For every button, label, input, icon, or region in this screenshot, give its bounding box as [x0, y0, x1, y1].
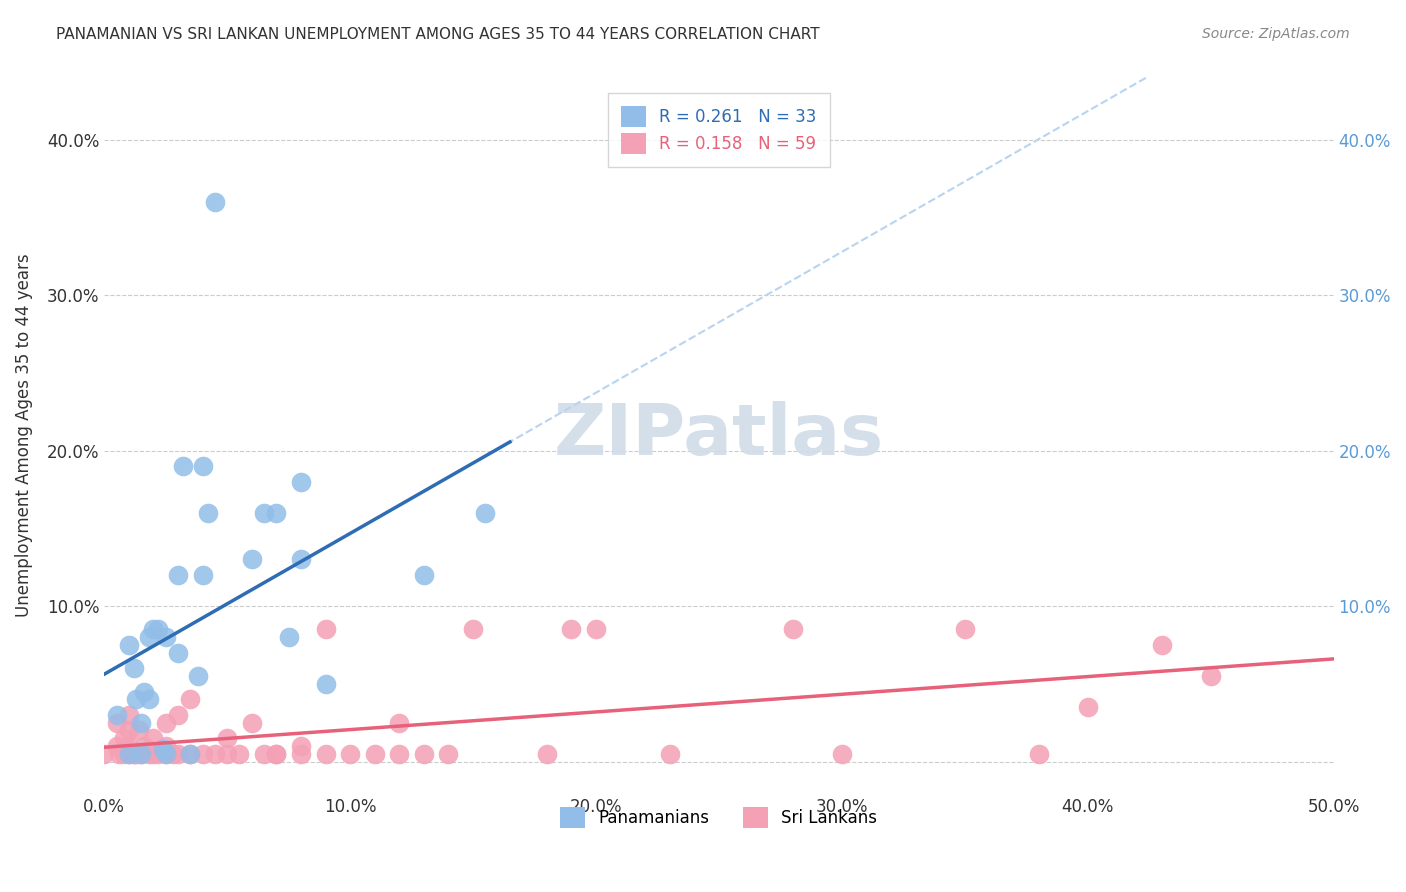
Point: [105, 707, 128, 722]
Point: [148, 623, 170, 637]
Point: [1199, 669, 1222, 683]
Y-axis label: Unemployment Among Ages 35 to 44 years: Unemployment Among Ages 35 to 44 years: [15, 253, 32, 617]
Point: [122, 747, 145, 761]
Point: [155, 715, 177, 730]
Point: [658, 747, 681, 761]
Point: [290, 739, 312, 753]
Point: [253, 747, 276, 761]
Point: [364, 747, 387, 761]
Point: [112, 747, 135, 761]
Point: [204, 747, 226, 761]
Point: [167, 747, 190, 761]
Point: [412, 568, 434, 582]
Point: [560, 623, 582, 637]
Point: [162, 747, 184, 761]
Point: [179, 747, 201, 761]
Point: [388, 715, 411, 730]
Point: [1077, 700, 1099, 714]
Point: [536, 747, 558, 761]
Point: [339, 747, 361, 761]
Point: [108, 747, 131, 761]
Point: [1028, 747, 1050, 761]
Point: [240, 552, 263, 566]
Point: [138, 692, 160, 706]
Point: [1150, 638, 1173, 652]
Point: [187, 669, 209, 683]
Point: [167, 646, 190, 660]
Point: [266, 506, 288, 520]
Text: PANAMANIAN VS SRI LANKAN UNEMPLOYMENT AMONG AGES 35 TO 44 YEARS CORRELATION CHAR: PANAMANIAN VS SRI LANKAN UNEMPLOYMENT AM…: [56, 27, 820, 42]
Point: [155, 630, 177, 644]
Point: [148, 747, 170, 761]
Point: [112, 731, 135, 746]
Point: [155, 739, 177, 753]
Text: ZIPatlas: ZIPatlas: [554, 401, 884, 469]
Point: [191, 747, 214, 761]
Point: [204, 194, 226, 209]
Point: [118, 739, 141, 753]
Point: [290, 475, 312, 489]
Point: [197, 506, 219, 520]
Text: Source: ZipAtlas.com: Source: ZipAtlas.com: [1202, 27, 1350, 41]
Point: [437, 747, 460, 761]
Point: [129, 747, 152, 761]
Point: [315, 623, 337, 637]
Legend: Panamanians, Sri Lankans: Panamanians, Sri Lankans: [554, 801, 884, 834]
Point: [412, 747, 434, 761]
Point: [132, 684, 155, 698]
Point: [167, 568, 190, 582]
Point: [105, 715, 128, 730]
Point: [155, 747, 177, 761]
Point: [125, 747, 148, 761]
Point: [179, 692, 201, 706]
Point: [179, 747, 201, 761]
Point: [474, 506, 496, 520]
Point: [129, 747, 152, 761]
Point: [142, 731, 165, 746]
Point: [831, 747, 853, 761]
Point: [461, 623, 484, 637]
Point: [388, 747, 411, 761]
Point: [585, 623, 607, 637]
Point: [228, 747, 250, 761]
Point: [132, 739, 155, 753]
Point: [266, 747, 288, 761]
Point: [167, 707, 190, 722]
Point: [290, 552, 312, 566]
Point: [122, 661, 145, 675]
Point: [315, 677, 337, 691]
Point: [118, 723, 141, 738]
Point: [118, 638, 141, 652]
Point: [142, 623, 165, 637]
Point: [290, 747, 312, 761]
Point: [142, 747, 165, 761]
Point: [152, 742, 174, 756]
Point: [128, 723, 150, 738]
Point: [105, 739, 128, 753]
Point: [240, 715, 263, 730]
Point: [125, 692, 148, 706]
Point: [129, 715, 152, 730]
Point: [315, 747, 337, 761]
Point: [217, 747, 239, 761]
Point: [122, 747, 145, 761]
Point: [118, 747, 141, 761]
Point: [191, 459, 214, 474]
Point: [118, 707, 141, 722]
Point: [155, 747, 177, 761]
Point: [782, 623, 804, 637]
Point: [138, 630, 160, 644]
Point: [172, 459, 194, 474]
Point: [191, 568, 214, 582]
Point: [277, 630, 299, 644]
Point: [217, 731, 239, 746]
Point: [253, 506, 276, 520]
Point: [118, 747, 141, 761]
Point: [138, 747, 160, 761]
Point: [93, 747, 115, 761]
Point: [953, 623, 976, 637]
Point: [266, 747, 288, 761]
